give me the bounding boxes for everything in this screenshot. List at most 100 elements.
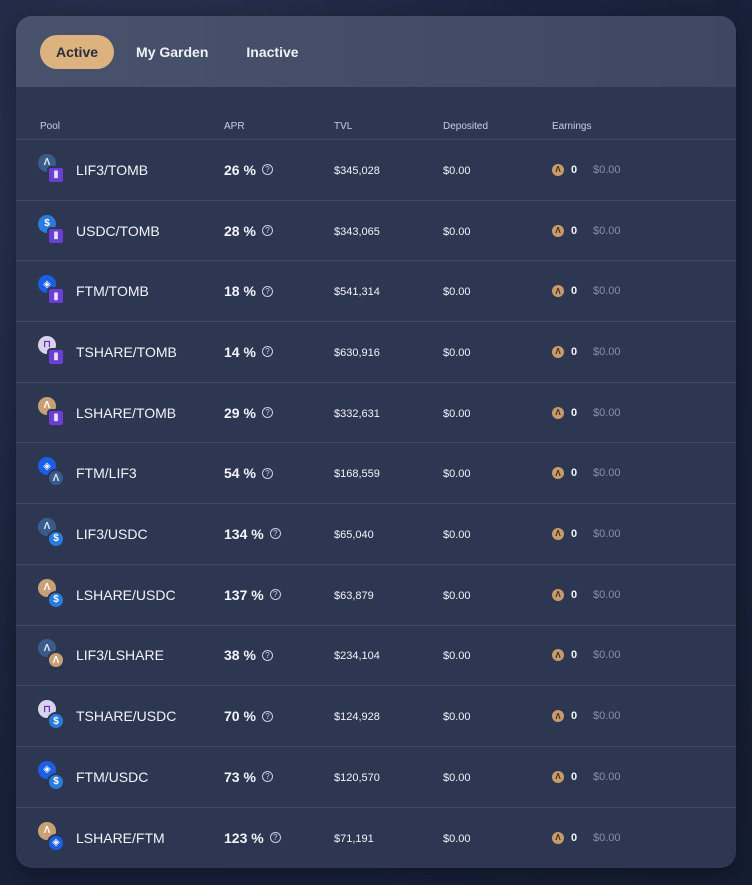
help-icon[interactable]: ? — [261, 649, 273, 661]
apr-cell: 26 % ? — [224, 162, 334, 178]
apr-value: 18 % — [224, 283, 256, 300]
earnings-amount: 0 — [571, 285, 578, 298]
tvl-cell: $343,065 — [334, 222, 443, 240]
apr-cell: 134 % ? — [224, 526, 334, 542]
token-pair-icon: Λ ▮ — [38, 396, 66, 429]
table-row[interactable]: Λ ◈ LSHARE/FTM 123 % ? $71,191 $0.00 Λ 0… — [16, 808, 736, 868]
tvl-cell: $168,559 — [334, 464, 443, 482]
table-row[interactable]: Λ $ LIF3/USDC 134 % ? $65,040 $0.00 Λ 0 … — [16, 504, 736, 565]
usdc-icon: $ — [47, 712, 65, 731]
table-row[interactable]: $ ▮ USDC/TOMB 28 % ? $343,065 $0.00 Λ 0 … — [16, 201, 736, 262]
help-icon[interactable]: ? — [269, 832, 281, 844]
deposited-value: $0.00 — [443, 528, 471, 541]
pool-name: FTM/TOMB — [76, 283, 149, 300]
lshare-icon: Λ — [552, 224, 564, 237]
pool-cell: $ ▮ USDC/TOMB — [16, 214, 224, 247]
tvl-value: $630,916 — [334, 346, 380, 359]
tvl-value: $541,314 — [334, 286, 380, 299]
lshare-icon: Λ — [552, 649, 564, 662]
lshare-icon: Λ — [552, 345, 564, 358]
pools-table: Pool APR TVL Deposited Earnings Λ ▮ LIF3… — [16, 87, 736, 868]
help-icon[interactable]: ? — [261, 225, 273, 237]
pool-cell: Λ ▮ LSHARE/TOMB — [16, 396, 224, 429]
deposited-cell: $0.00 — [443, 525, 552, 543]
tab-inactive[interactable]: Inactive — [246, 43, 299, 60]
tomb-icon: ▮ — [47, 347, 65, 366]
deposited-value: $0.00 — [443, 832, 471, 845]
help-icon[interactable]: ? — [261, 771, 273, 783]
tab-my-garden[interactable]: My Garden — [136, 43, 209, 60]
header-earnings: Earnings — [552, 121, 592, 132]
apr-value: 29 % — [224, 404, 256, 421]
earnings-amount: 0 — [571, 649, 578, 662]
help-icon[interactable]: ? — [261, 467, 273, 479]
tab-active[interactable]: Active — [40, 34, 115, 69]
earnings-amount: 0 — [571, 406, 578, 419]
apr-value: 137 % — [224, 586, 264, 603]
earnings-usd: $0.00 — [593, 649, 621, 662]
deposited-value: $0.00 — [443, 650, 471, 663]
pool-cell: ◈ Λ FTM/LIF3 — [16, 457, 224, 489]
pool-name: LSHARE/USDC — [76, 586, 176, 603]
apr-value: 123 % — [224, 829, 264, 846]
table-row[interactable]: Λ $ LSHARE/USDC 137 % ? $63,879 $0.00 Λ … — [16, 565, 736, 626]
pool-name: TSHARE/USDC — [76, 708, 177, 725]
help-icon[interactable]: ? — [261, 346, 273, 358]
token-pair-icon: Λ ▮ — [38, 153, 66, 186]
apr-value: 134 % — [224, 525, 264, 542]
table-row[interactable]: Λ Λ LIF3/LSHARE 38 % ? $234,104 $0.00 Λ … — [16, 626, 736, 687]
tvl-value: $124,928 — [334, 711, 380, 724]
lshare-icon: Λ — [552, 831, 564, 844]
lshare-icon: Λ — [552, 588, 564, 601]
lshare-icon: Λ — [552, 285, 564, 298]
table-row[interactable]: ◈ ▮ FTM/TOMB 18 % ? $541,314 $0.00 Λ 0 $… — [16, 261, 736, 323]
deposited-value: $0.00 — [443, 589, 471, 602]
table-row[interactable]: ◈ $ FTM/USDC 73 % ? $120,570 $0.00 Λ 0 $… — [16, 747, 736, 808]
help-icon[interactable]: ? — [261, 710, 273, 722]
pools-panel: Active My Garden Inactive Pool APR TVL D… — [16, 16, 736, 868]
apr-cell: 38 % ? — [224, 647, 334, 663]
header-deposited: Deposited — [443, 121, 489, 132]
lshare-icon: Λ — [552, 527, 564, 540]
help-icon[interactable]: ? — [269, 589, 281, 601]
lshare-icon: Λ — [47, 651, 65, 670]
tvl-value: $71,191 — [334, 832, 374, 845]
table-row[interactable]: ⊓ $ TSHARE/USDC 70 % ? $124,928 $0.00 Λ … — [16, 686, 736, 747]
lif3-icon: Λ — [47, 469, 65, 488]
pool-name: FTM/USDC — [76, 768, 149, 785]
pool-name: LIF3/TOMB — [76, 161, 149, 178]
table-row[interactable]: ◈ Λ FTM/LIF3 54 % ? $168,559 $0.00 Λ 0 $… — [16, 443, 736, 505]
header-tvl: TVL — [334, 121, 353, 132]
token-pair-icon: Λ Λ — [38, 639, 66, 671]
deposited-cell: $0.00 — [443, 464, 552, 482]
help-icon[interactable]: ? — [261, 164, 273, 176]
help-icon[interactable]: ? — [261, 407, 273, 419]
earnings-amount: 0 — [571, 345, 578, 358]
table-row[interactable]: Λ ▮ LSHARE/TOMB 29 % ? $332,631 $0.00 Λ … — [16, 383, 736, 444]
usdc-icon: $ — [47, 529, 65, 548]
apr-cell: 29 % ? — [224, 405, 334, 421]
table-row[interactable]: ⊓ ▮ TSHARE/TOMB 14 % ? $630,916 $0.00 Λ … — [16, 322, 736, 383]
earnings-amount: 0 — [571, 224, 578, 237]
earnings-usd: $0.00 — [593, 710, 621, 723]
earnings-amount: 0 — [571, 163, 578, 176]
tvl-cell: $345,028 — [334, 161, 443, 179]
help-icon[interactable]: ? — [269, 528, 281, 540]
usdc-icon: $ — [47, 772, 65, 791]
lshare-icon: Λ — [552, 163, 564, 176]
earnings-amount: 0 — [571, 831, 578, 844]
lshare-icon: Λ — [552, 770, 564, 783]
apr-cell: 123 % ? — [224, 830, 334, 846]
usdc-icon: $ — [47, 590, 65, 609]
earnings-cell: Λ 0 $0.00 — [552, 345, 736, 358]
token-pair-icon: ◈ Λ — [38, 457, 66, 489]
tvl-cell: $541,314 — [334, 282, 443, 300]
pool-cell: ◈ $ FTM/USDC — [16, 760, 224, 793]
help-icon[interactable]: ? — [261, 285, 273, 297]
tvl-cell: $630,916 — [334, 343, 443, 361]
apr-cell: 28 % ? — [224, 223, 334, 239]
lshare-icon: Λ — [552, 406, 564, 419]
table-row[interactable]: Λ ▮ LIF3/TOMB 26 % ? $345,028 $0.00 Λ 0 … — [16, 140, 736, 201]
earnings-usd: $0.00 — [593, 285, 621, 298]
header-pool: Pool — [40, 121, 61, 132]
